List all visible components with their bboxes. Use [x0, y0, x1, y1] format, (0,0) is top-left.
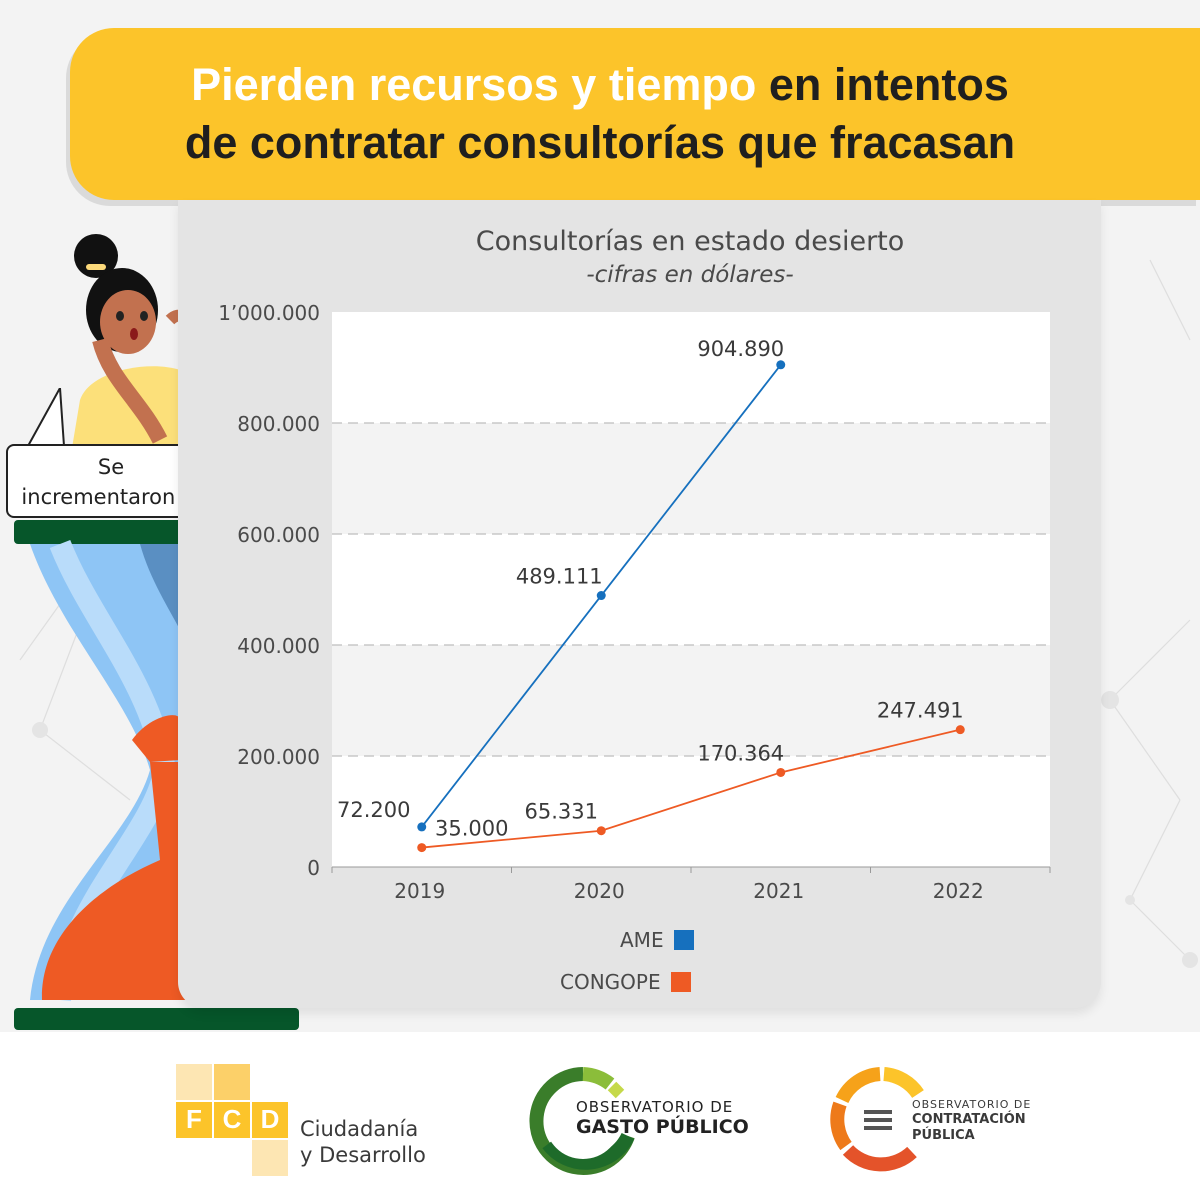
chart-title: Consultorías en estado desierto	[475, 226, 905, 257]
background-network-pattern	[19, 259, 1198, 968]
data-label-ame: 489.111	[516, 565, 603, 589]
hourglass-illustration	[14, 520, 304, 1030]
plot-band	[332, 312, 1050, 423]
data-point-congope	[596, 826, 606, 836]
fcd-letter-d: D	[261, 1104, 280, 1134]
data-label-congope: 65.331	[525, 800, 598, 824]
x-tick-label: 2021	[753, 879, 804, 903]
x-tick-label: 2020	[574, 879, 625, 903]
data-point-ame	[417, 822, 427, 832]
legend-swatch-congope	[670, 972, 691, 992]
data-label-ame: 72.200	[337, 798, 410, 822]
ocp-line-3: PÚBLICA	[912, 1128, 975, 1143]
fcd-name-line-1: Ciudadanía	[300, 1117, 419, 1141]
fcd-logo: F C D	[176, 1064, 288, 1176]
legend-swatch-ame	[673, 930, 694, 950]
fcd-name-line-2: y Desarrollo	[300, 1143, 426, 1167]
ogp-line-2: GASTO PÚBLICO	[576, 1116, 749, 1138]
plot-band	[332, 534, 1050, 645]
x-tick-label: 2019	[394, 879, 445, 903]
fcd-letter-c: C	[223, 1104, 242, 1134]
data-point-congope	[955, 725, 965, 735]
data-label-congope: 35.000	[435, 817, 508, 841]
headline-banner: Pierden recursos y tiempo en intentos de…	[70, 28, 1200, 200]
fcd-letter-f: F	[186, 1104, 202, 1134]
data-point-ame	[596, 591, 606, 601]
legend-label-congope: CONGOPE	[560, 970, 661, 994]
speech-bubble-line-2: incrementaron!!!	[21, 485, 201, 509]
plot-band	[332, 423, 1050, 534]
headline-line-1-rest: en intentos	[756, 59, 1009, 110]
speech-bubble-line-1: Se	[97, 455, 125, 479]
x-tick-label: 2022	[933, 879, 984, 903]
chart-subtitle: -cifras en dólares-	[586, 262, 794, 288]
y-tick-label: 0	[307, 856, 320, 880]
fcd-name: Ciudadanía y Desarrollo	[300, 1116, 426, 1168]
legend-item-congope: CONGOPE	[560, 970, 691, 994]
ocp-ring-icon	[830, 1067, 924, 1172]
data-point-ame	[776, 360, 786, 370]
y-tick-label: 800.000	[237, 412, 320, 436]
legend-item-ame: AME	[620, 928, 694, 952]
data-point-congope	[776, 767, 786, 777]
y-tick-label: 400.000	[237, 634, 320, 658]
headline-line-2: de contratar consultorías que fracasan	[184, 117, 1016, 168]
headline-highlight: Pierden recursos y tiempo	[191, 59, 757, 110]
y-tick-label: 1’000.000	[218, 301, 320, 325]
legend-label-ame: AME	[620, 928, 664, 952]
data-label-congope: 247.491	[877, 699, 964, 723]
data-label-ame: 904.890	[697, 337, 784, 361]
ogp-line-1: OBSERVATORIO DE	[576, 1098, 734, 1116]
data-point-congope	[417, 843, 427, 853]
data-label-congope: 170.364	[697, 741, 784, 765]
y-tick-label: 600.000	[237, 523, 320, 547]
y-tick-label: 200.000	[237, 745, 320, 769]
ocp-line-2: CONTRATACIÓN	[912, 1112, 1026, 1127]
ogp-ring-icon	[529, 1067, 635, 1175]
headline-line-1: Pierden recursos y tiempo en intentos	[191, 56, 1009, 114]
series-line-congope	[421, 728, 961, 849]
plot-band	[332, 756, 1050, 867]
line-chart: 0 200.000 400.000 600.000 800.000 1’000.000 20…	[218, 301, 1051, 903]
ocp-line-1: OBSERVATORIO DE	[912, 1098, 1032, 1111]
